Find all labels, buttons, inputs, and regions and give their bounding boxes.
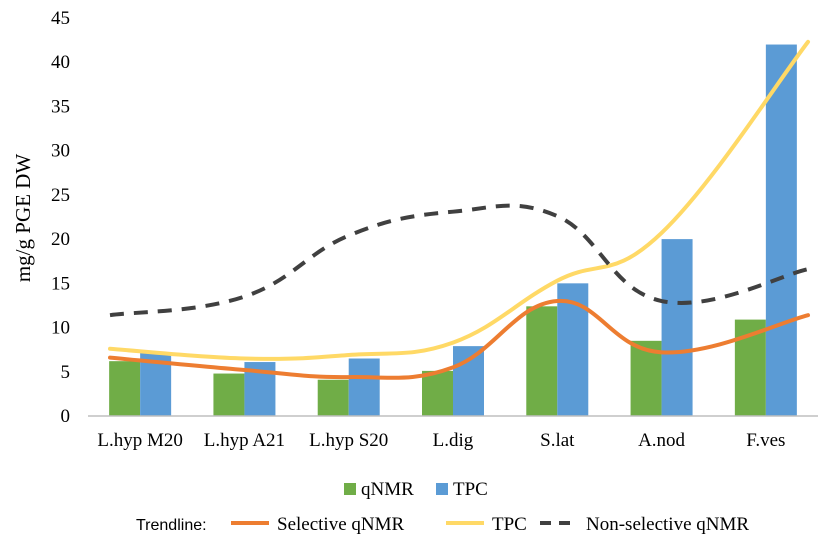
y-tick-label: 15 [51, 273, 70, 294]
y-axis-label: mg/g PGE DW [11, 154, 35, 283]
bar-tpc-2 [348, 358, 380, 416]
y-tick-label: 30 [51, 141, 70, 162]
y-tick-label: 5 [61, 362, 71, 383]
x-tick-label: L.hyp M20 [97, 430, 183, 451]
x-tick-label: L.hyp S20 [309, 430, 388, 451]
legend: qNMR TPC Trendline: Selective qNMR TPC Non-se… [136, 479, 749, 534]
y-tick-label: 40 [51, 52, 70, 73]
trendline-legend-prefix: Trendline: [136, 517, 207, 534]
y-axis: 0 5 10 15 20 25 30 35 40 45 [51, 8, 70, 427]
legend-swatch-qnmr [344, 483, 356, 495]
y-tick-label: 35 [51, 96, 70, 117]
trendline-0 [108, 299, 810, 380]
bar-qnmr-4 [526, 306, 558, 416]
bar-qnmr-2 [317, 379, 349, 416]
bar-qnmr-1 [213, 373, 245, 416]
legend-label-trendline-0: Selective qNMR [277, 514, 405, 534]
bar-qnmr-0 [109, 361, 141, 416]
legend-label-tpc: TPC [453, 479, 488, 500]
legend-label-trendline-2: Non-selective qNMR [586, 514, 749, 534]
x-axis: L.hyp M20 L.hyp A21 L.hyp S20 L.dig S.lat A.n… [88, 415, 818, 451]
legend-swatch-tpc [436, 483, 448, 495]
trendline-1 [108, 39, 810, 361]
y-tick-label: 25 [51, 185, 70, 206]
bar-tpc-3 [453, 346, 484, 416]
x-tick-label: F.ves [746, 430, 785, 451]
legend-label-trendline-1: TPC [492, 514, 527, 534]
x-tick-label: S.lat [540, 430, 575, 451]
bar-qnmr-3 [422, 370, 453, 416]
y-tick-label: 10 [51, 318, 70, 339]
y-tick-label: 20 [51, 229, 70, 250]
y-tick-label: 45 [51, 8, 70, 29]
x-tick-label: L.hyp A21 [204, 430, 285, 451]
x-tick-label: L.dig [433, 430, 474, 451]
trendline-2 [109, 203, 809, 318]
y-tick-label: 0 [61, 406, 71, 427]
x-tick-label: A.nod [638, 430, 685, 451]
bar-tpc-6 [765, 44, 797, 417]
bars [109, 44, 797, 417]
bar-tpc-5 [661, 239, 693, 416]
trendlines [108, 39, 810, 380]
legend-label-qnmr: qNMR [361, 479, 414, 500]
